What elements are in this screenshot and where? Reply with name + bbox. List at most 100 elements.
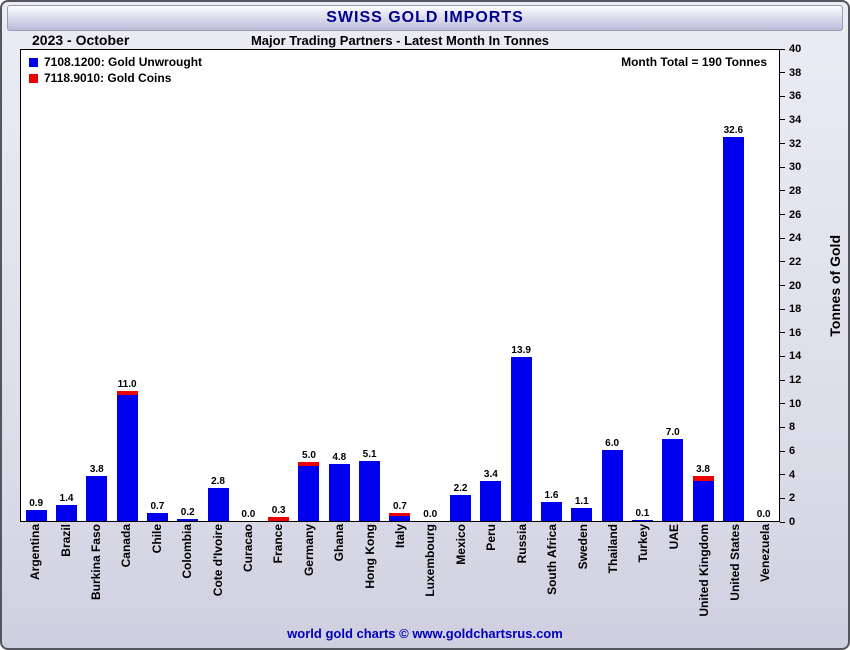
bar-segment-unwrought	[177, 518, 199, 521]
category-label: Chile	[149, 524, 164, 554]
legend-swatch-coins-icon	[29, 73, 38, 83]
bar	[540, 502, 562, 521]
category-label-slot: Luxembourg	[415, 524, 445, 630]
category-label-slot: Canada	[111, 524, 141, 630]
bar-segment-unwrought	[55, 504, 77, 521]
y-tick-label: 12	[789, 374, 802, 387]
bar-slot: 2.8	[203, 50, 233, 521]
y-tick-mark	[780, 72, 785, 74]
legend-swatch-unwrought-icon	[29, 57, 38, 67]
category-label: UAE	[666, 524, 681, 550]
y-tick-mark	[780, 497, 785, 499]
y-tick: 6	[780, 445, 795, 457]
y-tick: 38	[780, 67, 801, 79]
bar	[116, 391, 138, 521]
bar-slot: 0.1	[627, 50, 657, 521]
y-tick-mark	[780, 119, 785, 121]
bar	[722, 137, 744, 521]
category-label-slot: Chile	[142, 524, 172, 630]
month-total-label: Month Total = 190 Tonnes	[621, 55, 767, 69]
bar-segment-unwrought	[692, 480, 714, 521]
bar-slot: 0.0	[749, 50, 779, 521]
bars-container: 0.9 1.4 3.8 11.0 0.7 0.2 2.8 0.0 0.3 5.0 4.8 5.1 0.7…	[21, 50, 779, 521]
bar-value-label: 2.2	[453, 483, 468, 495]
category-label: Germany	[301, 524, 316, 577]
bar-segment-unwrought	[86, 476, 108, 521]
bar-slot: 0.3	[264, 50, 294, 521]
bar-segment-coins	[298, 462, 320, 466]
bar-segment-unwrought	[450, 495, 472, 521]
y-tick-label: 8	[789, 421, 796, 434]
y-tick: 12	[780, 374, 801, 386]
bar-slot: 0.7	[385, 50, 415, 521]
category-label-slot: United States	[719, 524, 749, 630]
chart-title-bar: SWISS GOLD IMPORTS	[7, 5, 843, 31]
category-label-slot: Sweden	[567, 524, 597, 630]
bar-slot: 1.1	[567, 50, 597, 521]
bar-segment-unwrought	[480, 480, 502, 521]
y-tick-mark	[780, 426, 785, 428]
category-label-slot: Venezuela	[750, 524, 780, 630]
bar-slot: 2.2	[445, 50, 475, 521]
bar-segment-unwrought	[146, 512, 168, 521]
category-label-slot: Argentina	[20, 524, 50, 630]
bar-value-label: 3.4	[483, 468, 498, 480]
bar-value-label: 1.6	[544, 490, 559, 502]
legend-label-coins: 7118.9010: Gold Coins	[44, 71, 172, 85]
category-label-slot: United Kingdom	[689, 524, 719, 630]
bar-segment-unwrought	[25, 510, 47, 521]
y-tick-label: 16	[789, 326, 802, 339]
y-tick: 10	[780, 398, 801, 410]
y-tick-label: 34	[789, 113, 802, 126]
bar	[662, 438, 684, 521]
category-label-slot: France	[263, 524, 293, 630]
bar-value-label: 0.3	[271, 505, 286, 517]
y-tick-mark	[780, 379, 785, 381]
bar-segment-unwrought	[540, 502, 562, 521]
bar	[328, 464, 350, 521]
bar-slot: 3.4	[476, 50, 506, 521]
y-tick: 4	[780, 469, 795, 481]
y-tick-label: 40	[789, 43, 802, 55]
y-tick-label: 2	[789, 492, 796, 505]
y-tick: 14	[780, 350, 801, 362]
bar-slot: 3.8	[82, 50, 112, 521]
bar-slot: 0.0	[415, 50, 445, 521]
y-tick-mark	[780, 48, 785, 50]
bar	[207, 488, 229, 521]
y-tick-mark	[780, 214, 785, 216]
category-label: Peru	[484, 524, 499, 551]
category-label-slot: Burkina Faso	[81, 524, 111, 630]
bar-value-label: 1.4	[59, 492, 74, 504]
y-axis-title-box: Tonnes of Gold	[825, 49, 845, 522]
y-tick: 26	[780, 209, 801, 221]
bar	[601, 450, 623, 521]
category-label: Curacao	[241, 524, 256, 573]
y-tick-label: 4	[789, 468, 796, 481]
category-label-slot: Hong Kong	[354, 524, 384, 630]
legend-label-unwrought: 7108.1200: Gold Unwrought	[44, 55, 203, 69]
y-tick: 8	[780, 421, 795, 433]
bar-segment-unwrought	[359, 460, 381, 521]
bar-segment-unwrought	[631, 519, 653, 521]
y-tick-mark	[780, 95, 785, 97]
y-tick-mark	[780, 308, 785, 310]
bar	[55, 504, 77, 521]
bar-value-label: 0.0	[756, 509, 771, 520]
bar-slot: 32.6	[718, 50, 748, 521]
bar-slot: 0.9	[21, 50, 51, 521]
y-tick-label: 28	[789, 184, 802, 197]
bar-value-label: 11.0	[117, 379, 137, 391]
category-label: Thailand	[605, 524, 620, 574]
y-tick: 16	[780, 327, 801, 339]
bar	[146, 512, 168, 521]
y-tick-mark	[780, 237, 785, 239]
bar-segment-unwrought	[510, 357, 532, 521]
y-tick: 28	[780, 185, 801, 197]
bar-segment-coins	[116, 391, 138, 396]
bar	[86, 476, 108, 521]
bar-slot: 11.0	[112, 50, 142, 521]
category-label: Luxembourg	[423, 524, 438, 597]
y-tick-label: 36	[789, 90, 802, 103]
